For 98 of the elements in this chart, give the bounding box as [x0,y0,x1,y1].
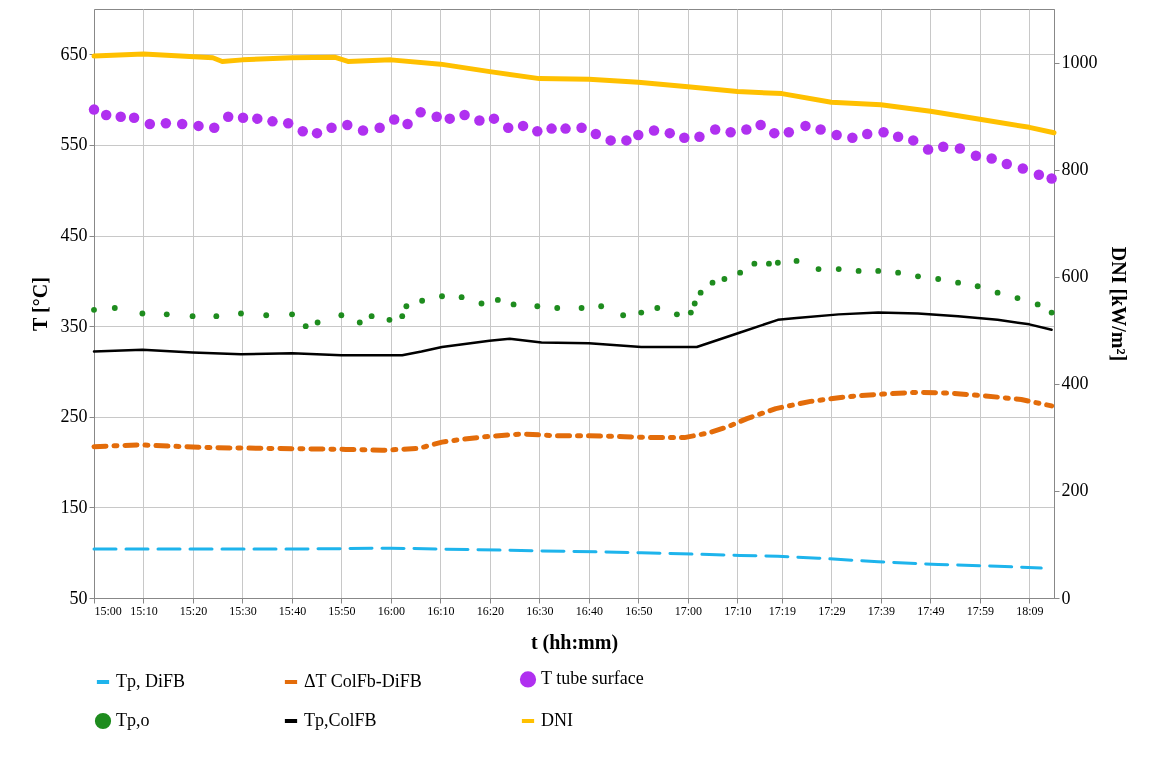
point [774,259,781,266]
point [1014,295,1021,301]
point [263,312,270,319]
y-tick-label: 250 [60,406,88,427]
x-tick-label: 16:50 [625,603,653,618]
point [1034,301,1041,308]
point [654,305,661,311]
x-tick-label: 17:10 [724,603,752,618]
x-tick-label: 17:39 [867,603,896,618]
point [213,313,220,320]
legend-label: ΔT ColFb-DiFB [304,671,422,691]
point [403,303,410,310]
x-tick-label: 16:20 [476,603,505,618]
y-tick-label: 650 [60,43,88,64]
y2-axis-title: DNI [kW/m²] [1107,246,1130,362]
y-tick-label: 150 [60,496,88,517]
point [835,266,842,272]
y2-tick-label: 600 [1061,266,1089,287]
point [314,319,321,326]
y2-tick-label: 800 [1061,159,1089,180]
x-tick-label: 17:19 [768,603,797,618]
point [163,311,170,318]
point [855,267,862,274]
point [399,313,406,320]
point [875,267,882,274]
point [419,297,426,304]
x-tick-label: 15:10 [130,603,158,618]
x-tick-label: 15:20 [179,603,208,618]
point [737,269,744,276]
point [356,319,363,326]
x-tick-label: 15:40 [278,603,307,618]
point [638,309,645,316]
x-tick-label: 15:00 [94,603,122,618]
point [974,283,981,290]
legend-label: T tube surface [541,668,644,689]
y2-tick-label: 200 [1061,480,1089,501]
x-tick-label: 17:59 [966,603,995,618]
y-axis-title: T [°C] [28,277,51,331]
x-tick-label: 17:49 [917,603,945,618]
y-tick-label: 50 [69,587,88,608]
point [139,310,146,317]
legend-label: DNI [541,710,573,730]
point [458,294,465,301]
x-axis-title: t (hh:mm) [530,630,619,654]
point [955,279,961,286]
line-series [92,546,1043,570]
legend-label: Tp, DiFB [116,671,186,691]
point [709,279,716,286]
legend-label: Tp,ColFB [304,710,377,730]
point [598,303,605,310]
point [494,296,501,303]
x-tick-label: 16:30 [526,603,554,618]
y-tick-label: 450 [60,225,88,246]
point [1048,309,1055,316]
point [478,300,485,307]
point [368,313,375,320]
point [189,313,196,320]
point [111,305,118,311]
point [793,258,800,264]
point [510,301,517,308]
point [766,260,772,267]
x-tick-label: 18:09 [1016,603,1044,618]
x-tick-label: 16:00 [377,603,406,618]
x-tick-label: 16:10 [427,603,455,618]
point [386,316,393,323]
point [534,303,541,310]
point [691,300,698,307]
x-tick-label: 16:40 [575,603,604,618]
point [554,305,561,311]
point [687,309,694,316]
point [935,276,942,282]
point [620,312,627,319]
point [302,323,309,330]
y-tick-label: 550 [60,134,88,155]
y2-tick-label: 1000 [1061,52,1098,73]
point [578,305,585,311]
x-tick-label: 17:00 [674,603,703,618]
x-tick-label: 17:29 [818,603,846,618]
point [697,289,704,296]
point [721,276,728,282]
y2-tick-label: 0 [1061,587,1071,608]
point [915,273,921,280]
point [91,306,97,313]
y-tick-label: 350 [60,315,88,336]
point [895,269,902,276]
y2-tick-label: 400 [1061,373,1089,394]
point [238,310,244,317]
point [673,311,680,318]
point [815,266,822,272]
legend-label: Tp,o [116,710,150,730]
x-tick-label: 15:50 [328,603,356,618]
point [338,312,345,319]
line-series [92,311,1053,357]
point [439,293,445,300]
point [994,289,1001,296]
point [751,260,758,267]
x-tick-label: 15:30 [229,603,257,618]
point [289,311,295,318]
